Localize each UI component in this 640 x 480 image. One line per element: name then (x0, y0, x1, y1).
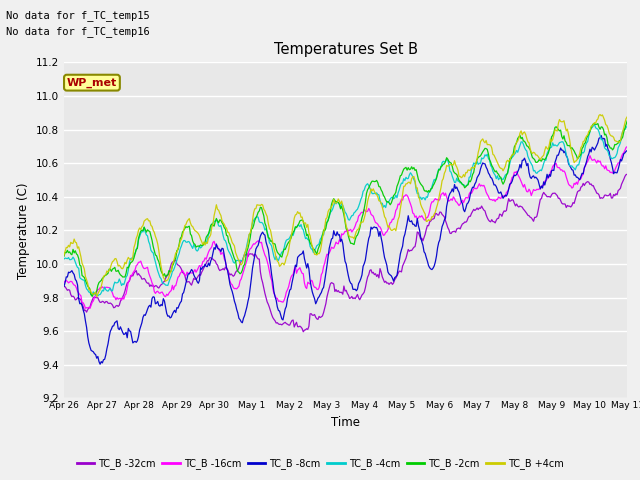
Text: WP_met: WP_met (67, 77, 117, 88)
Text: No data for f_TC_temp15: No data for f_TC_temp15 (6, 10, 150, 21)
X-axis label: Time: Time (331, 416, 360, 429)
Y-axis label: Temperature (C): Temperature (C) (17, 182, 30, 279)
Legend: TC_B -32cm, TC_B -16cm, TC_B -8cm, TC_B -4cm, TC_B -2cm, TC_B +4cm: TC_B -32cm, TC_B -16cm, TC_B -8cm, TC_B … (73, 454, 567, 473)
Title: Temperatures Set B: Temperatures Set B (274, 42, 418, 57)
Text: No data for f_TC_temp16: No data for f_TC_temp16 (6, 26, 150, 37)
